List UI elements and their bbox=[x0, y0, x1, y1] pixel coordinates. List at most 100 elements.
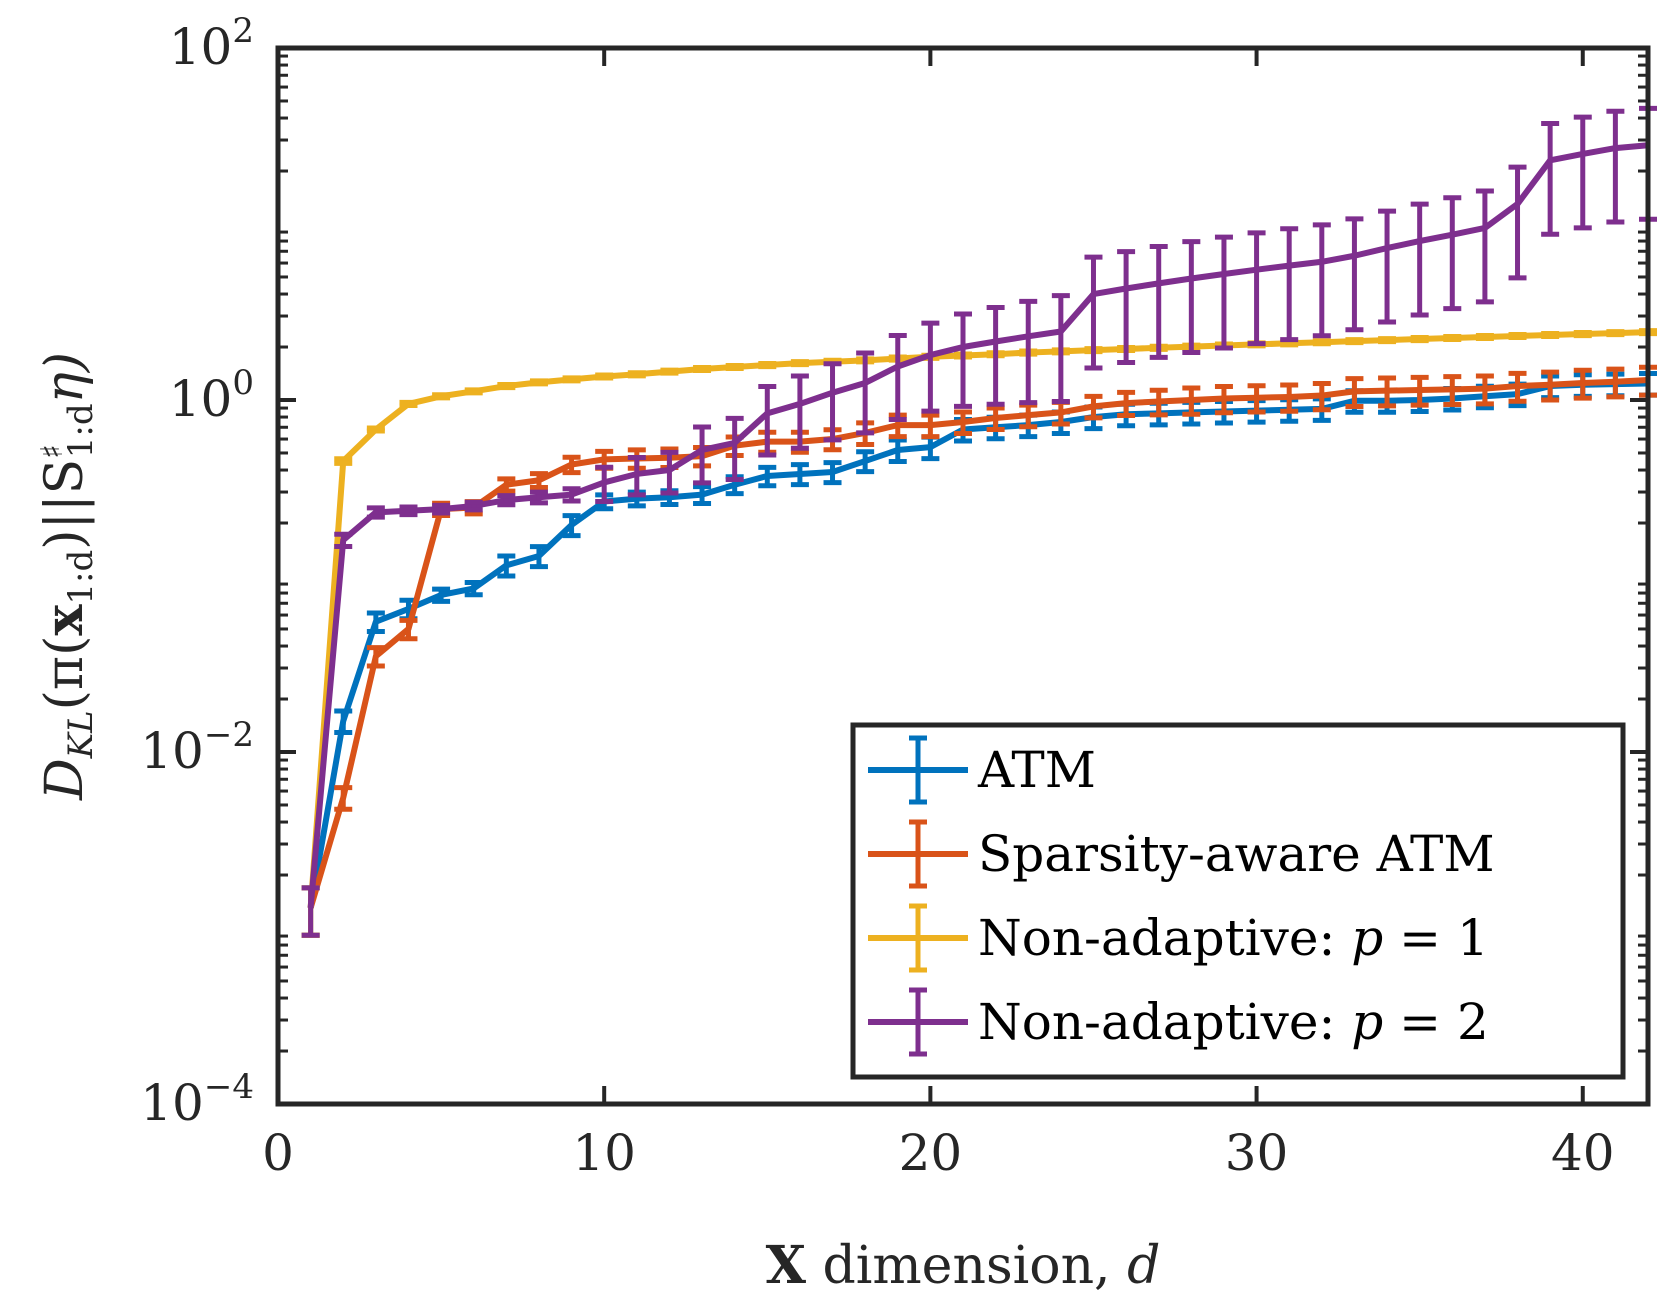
error-bar bbox=[921, 320, 940, 414]
legend-label-prefix: Non-adaptive: bbox=[978, 993, 1351, 1051]
error-bar bbox=[334, 785, 353, 812]
error-bar bbox=[986, 405, 1005, 433]
error-bar bbox=[1280, 339, 1299, 348]
x-axis-label-var: d bbox=[1127, 1236, 1160, 1296]
y-axis-label-mid: (π( bbox=[35, 636, 95, 711]
y-tick-exponent: 0 bbox=[232, 363, 254, 403]
legend-label-var: p bbox=[1351, 909, 1383, 967]
error-bar bbox=[954, 409, 972, 437]
error-bar bbox=[1019, 402, 1038, 430]
error-bar bbox=[432, 392, 451, 401]
legend-label: Sparsity-aware ATM bbox=[978, 825, 1495, 883]
error-bar bbox=[1312, 338, 1331, 347]
error-bar bbox=[1573, 367, 1592, 401]
error-bar bbox=[1475, 332, 1494, 342]
y-tick-label: 10−4 bbox=[140, 1067, 254, 1132]
plot-frame bbox=[275, 45, 1651, 1107]
error-bar bbox=[1508, 370, 1527, 404]
error-bar bbox=[1573, 114, 1592, 231]
error-bar bbox=[725, 415, 744, 483]
error-bar bbox=[1541, 120, 1560, 237]
legend-items: ATM Sparsity-aware ATM Non-adaptive: p = 1… bbox=[868, 735, 1495, 1057]
error-bar bbox=[627, 370, 646, 379]
error-bar bbox=[497, 493, 516, 508]
error-bar bbox=[1214, 383, 1233, 416]
error-bar bbox=[1149, 243, 1168, 360]
y-tick-label: 10−2 bbox=[140, 715, 254, 780]
legend-label: ATM bbox=[977, 741, 1096, 799]
error-bar bbox=[1084, 393, 1103, 421]
error-bar bbox=[1573, 330, 1592, 339]
error-bar bbox=[1345, 216, 1364, 333]
error-bar bbox=[1312, 222, 1331, 339]
error-bar bbox=[529, 471, 548, 490]
x-tick-label: 30 bbox=[1225, 1124, 1289, 1182]
error-bar bbox=[366, 505, 385, 520]
series-layer bbox=[301, 105, 1657, 938]
y-tick-exponent: −2 bbox=[204, 715, 254, 755]
legend-label-prefix: Non-adaptive: bbox=[978, 909, 1351, 967]
error-bar bbox=[1475, 188, 1494, 305]
error-bar bbox=[529, 378, 548, 387]
error-bar bbox=[301, 885, 320, 938]
legend-label: Non-adaptive: p = 1 bbox=[978, 909, 1489, 967]
error-bar bbox=[334, 708, 353, 736]
error-bar bbox=[1443, 374, 1462, 407]
error-bar bbox=[888, 333, 907, 422]
error-bar bbox=[660, 367, 679, 376]
error-bar bbox=[334, 531, 353, 549]
y-axis-label-sub2: 1:d bbox=[61, 550, 101, 605]
error-bar bbox=[725, 362, 744, 372]
error-bar bbox=[758, 464, 777, 489]
error-bar bbox=[399, 399, 418, 408]
error-bar bbox=[693, 424, 712, 486]
legend: ATM Sparsity-aware ATM Non-adaptive: p = 1… bbox=[850, 722, 1626, 1080]
error-bar bbox=[1541, 331, 1560, 340]
error-bar bbox=[1378, 208, 1397, 325]
error-bar bbox=[693, 484, 712, 507]
y-tick-base: 10 bbox=[140, 1074, 204, 1132]
y-axis-label-mid2: )||S bbox=[35, 459, 95, 550]
x-tick-labels: 0 10 20 30 40 bbox=[262, 1124, 1614, 1182]
error-bar bbox=[856, 449, 875, 475]
error-bar bbox=[1606, 329, 1625, 338]
error-bar bbox=[823, 361, 842, 443]
error-bar bbox=[497, 382, 516, 391]
series-line bbox=[307, 142, 1649, 909]
error-bar bbox=[790, 359, 809, 368]
error-bar bbox=[1019, 298, 1038, 406]
y-tick-exponent: 2 bbox=[232, 11, 254, 51]
x-axis-label-rest: dimension, bbox=[806, 1236, 1127, 1296]
x-tick-label: 10 bbox=[572, 1124, 636, 1182]
y-axis-label: DKL(π(x1:d)||S♯1:dη) bbox=[34, 352, 101, 801]
error-bar bbox=[954, 311, 972, 409]
error-bar bbox=[888, 437, 907, 465]
legend-label-eq: = 2 bbox=[1383, 993, 1489, 1051]
error-bar bbox=[1312, 381, 1331, 413]
x-tick-label: 40 bbox=[1551, 1124, 1615, 1182]
error-bar bbox=[1084, 254, 1103, 371]
y-tick-exponent: −4 bbox=[204, 1067, 254, 1107]
legend-label-eq: = 1 bbox=[1383, 909, 1489, 967]
error-bar bbox=[562, 486, 581, 504]
series-line bbox=[307, 380, 1649, 909]
error-bar bbox=[562, 454, 581, 476]
error-bar bbox=[432, 502, 451, 516]
series-4 bbox=[301, 105, 1657, 938]
legend-label: Non-adaptive: p = 2 bbox=[978, 993, 1489, 1051]
y-axis-label-end: η) bbox=[35, 352, 95, 403]
error-bar bbox=[1508, 331, 1527, 341]
error-bar bbox=[1117, 249, 1136, 365]
error-bar bbox=[366, 425, 385, 434]
error-bar bbox=[595, 372, 614, 381]
error-bar bbox=[1345, 337, 1364, 346]
error-bar bbox=[464, 387, 483, 396]
error-bar bbox=[1247, 230, 1266, 347]
error-bar bbox=[1606, 366, 1625, 400]
x-tick-label: 0 bbox=[262, 1124, 294, 1182]
error-bar bbox=[1443, 195, 1462, 312]
error-bar bbox=[921, 412, 940, 440]
error-bar bbox=[758, 361, 777, 370]
error-bar bbox=[1541, 369, 1560, 403]
